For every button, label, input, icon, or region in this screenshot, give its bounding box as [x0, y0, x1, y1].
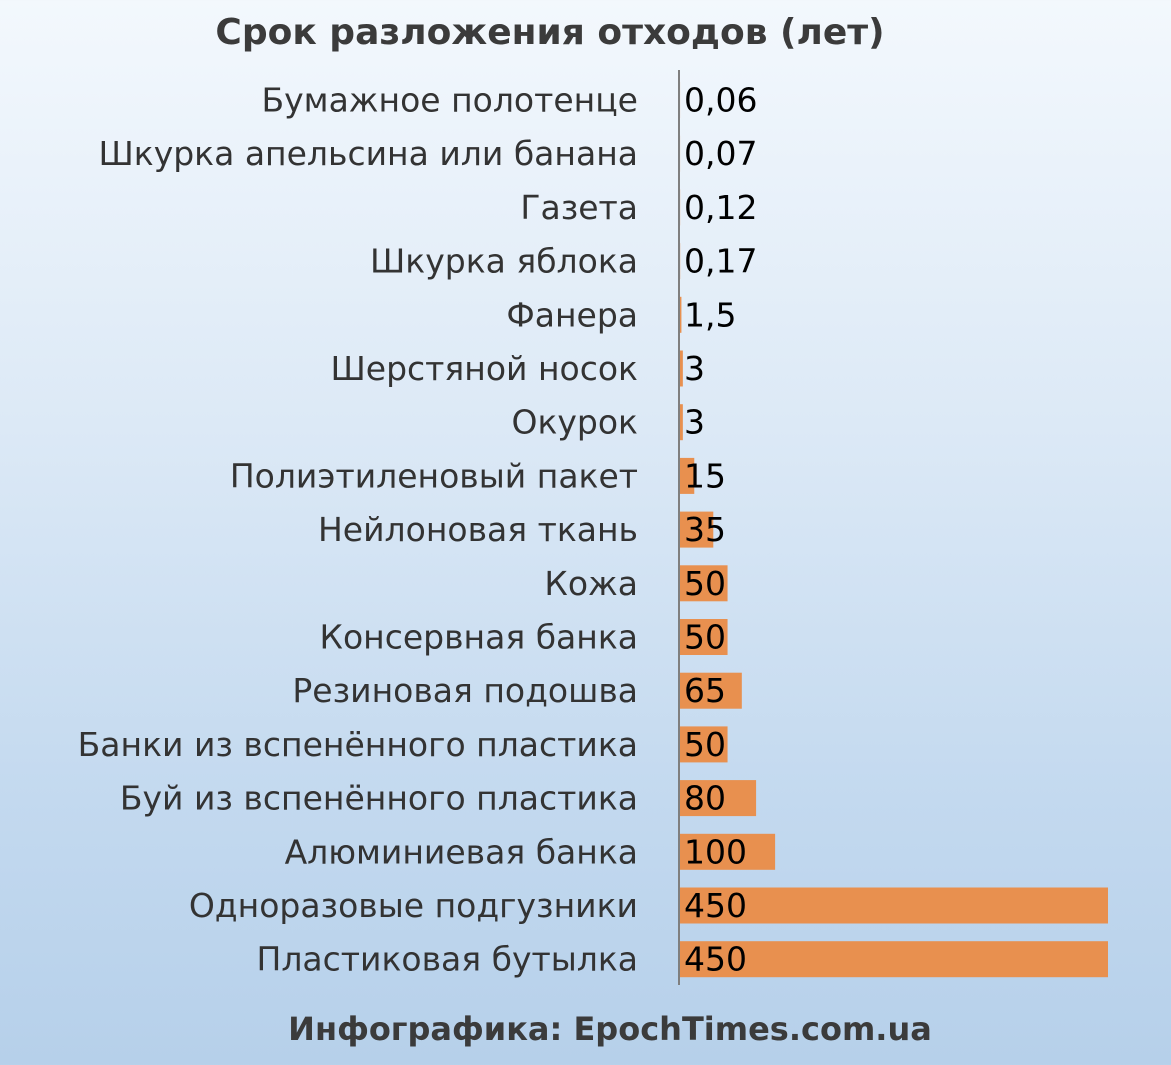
bars-layer [680, 82, 1108, 978]
category-label: Резиновая подошва [292, 671, 638, 710]
value-label: 450 [684, 886, 747, 925]
value-label: 0,12 [684, 188, 757, 227]
category-label: Одноразовые подгузники [189, 886, 638, 925]
value-label: 3 [684, 403, 705, 442]
value-label: 50 [684, 618, 726, 657]
category-label: Газета [520, 188, 638, 227]
category-label: Шкурка апельсина или банана [98, 134, 638, 173]
bar [680, 941, 1108, 978]
category-label: Пластиковая бутылка [257, 940, 638, 979]
bar [680, 565, 728, 602]
value-labels: 0,06 0,07 0,12 0,17 1,5 3 3 15 35 50 50 65 50 80 100 45… [684, 81, 757, 979]
value-label: 15 [684, 456, 726, 495]
credit-text: Инфографика: EpochTimes.com.ua [288, 1010, 932, 1048]
value-label: 3 [684, 349, 705, 388]
value-label: 450 [684, 940, 747, 979]
category-label: Фанера [506, 295, 638, 334]
bar [680, 350, 683, 387]
value-label: 0,07 [684, 134, 757, 173]
bar [680, 726, 728, 763]
category-label: Шерстяной носок [331, 349, 639, 388]
value-label: 0,06 [684, 81, 757, 120]
category-label: Кожа [544, 564, 638, 603]
bar [680, 457, 695, 494]
bar [680, 511, 714, 548]
value-label: 50 [684, 564, 726, 603]
category-label: Алюминиевая банка [285, 832, 638, 871]
value-label: 80 [684, 779, 726, 818]
bar [680, 833, 776, 870]
value-label: 0,17 [684, 242, 757, 281]
category-label: Банки из вспенённого пластика [78, 725, 638, 764]
category-label: Окурок [511, 403, 638, 442]
bar [680, 404, 683, 441]
category-label: Полиэтиленовый пакет [230, 456, 638, 495]
category-label: Консервная банка [320, 618, 638, 657]
value-label: 50 [684, 725, 726, 764]
category-label: Буй из вспенённого пластика [120, 779, 638, 818]
bar [680, 780, 757, 817]
value-label: 35 [684, 510, 726, 549]
bar [680, 619, 728, 655]
category-labels: Бумажное полотенце Шкурка апельсина или б… [78, 81, 638, 979]
category-label: Нейлоновая ткань [318, 510, 638, 549]
category-label: Шкурка яблока [370, 242, 638, 281]
bar [680, 296, 682, 333]
value-label: 65 [684, 671, 726, 710]
bar [680, 887, 1108, 924]
bar [680, 672, 742, 709]
value-label: 1,5 [684, 295, 736, 334]
value-label: 100 [684, 832, 747, 871]
category-label: Бумажное полотенце [262, 81, 639, 120]
chart-title: Срок разложения отходов (лет) [215, 12, 885, 53]
